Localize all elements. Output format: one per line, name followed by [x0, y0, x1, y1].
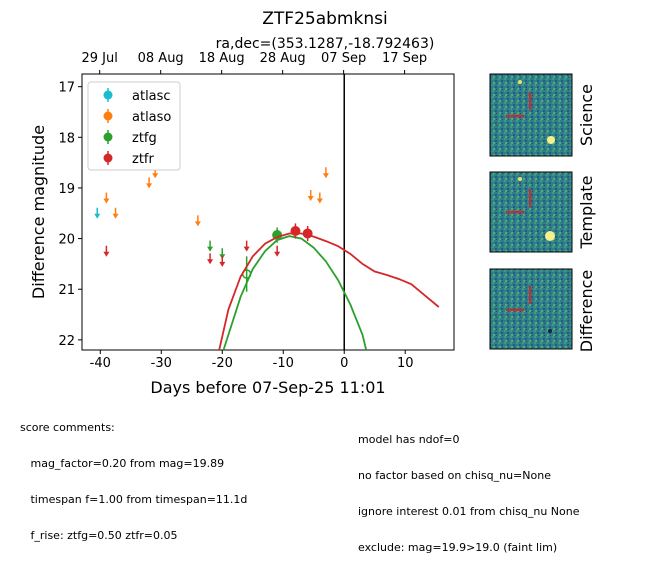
comment-line: f_rise: ztfg=0.50 ztfr=0.05: [20, 529, 178, 542]
top-tick-label: 18 Aug: [199, 51, 245, 66]
x-tick-label: 0: [340, 356, 348, 371]
template-stamp: [489, 171, 573, 253]
x-tick-label: -40: [90, 356, 111, 371]
stamp-label-template: Template: [577, 175, 596, 249]
stamps: Science Template Difference: [489, 73, 596, 352]
legend-marker: [103, 90, 113, 100]
x-axis-label: Days before 07-Sep-25 11:01: [150, 378, 385, 397]
detection-point: [302, 228, 313, 239]
legend-label: atlaso: [132, 110, 171, 125]
upper-limit-arrow: [194, 221, 201, 227]
y-tick-label: 19: [58, 182, 75, 197]
science-stamp: [489, 73, 573, 157]
upper-limit-arrow: [322, 173, 329, 179]
upper-limit-arrow: [103, 198, 110, 204]
upper-limit-arrow: [219, 261, 226, 267]
upper-limit-arrow: [207, 259, 214, 265]
y-tick-label: 20: [58, 233, 75, 248]
y-tick-label: 22: [58, 334, 75, 349]
x-tick-label: -20: [212, 356, 233, 371]
legend-box: [87, 81, 181, 171]
detection-point: [290, 225, 301, 236]
comment-line: mag_factor=0.20 from mag=19.89: [20, 457, 225, 470]
x-tick-label: -30: [151, 356, 172, 371]
upper-limit-arrow: [94, 213, 101, 219]
difference-stamp: [489, 268, 573, 350]
stamp-label-science: Science: [577, 84, 596, 146]
x-tick-label: 10: [397, 356, 414, 371]
comment-line: ignore interest 0.01 from chisq_nu None: [358, 505, 580, 518]
plot-area: [81, 73, 455, 351]
upper-limit-arrow: [207, 246, 214, 252]
chart-title: ZTF25abmknsi: [262, 9, 387, 29]
upper-limit-arrow: [316, 198, 323, 204]
x-tick-label: -10: [273, 356, 294, 371]
y-tick-label: 18: [58, 131, 75, 146]
model-comments: model has ndof=0 no factor based on chis…: [358, 410, 580, 566]
legend-label: ztfg: [132, 131, 157, 146]
y-tick-label: 21: [58, 283, 75, 298]
score-comments: score comments: mag_factor=0.20 from mag…: [20, 398, 247, 554]
upper-limit-arrow: [112, 213, 119, 219]
top-tick-label: 29 Jul: [82, 51, 118, 66]
upper-limit-arrow: [103, 251, 110, 257]
legend-marker: [103, 132, 113, 142]
data-marks: [94, 74, 440, 350]
comment-line: no factor based on chisq_nu=None: [358, 469, 551, 482]
top-tick-label: 28 Aug: [260, 51, 306, 66]
comment-line: model has ndof=0: [358, 433, 460, 446]
plot-frame: [81, 73, 455, 351]
legend-marker: [103, 153, 113, 163]
upper-limit-arrow: [152, 173, 159, 179]
chart-subtitle: ra,dec=(353.1287,-18.792463): [216, 36, 435, 52]
legend-label: ztfr: [132, 152, 154, 167]
upper-limit-arrow: [146, 183, 153, 189]
legend-marker: [103, 111, 113, 121]
upper-limit-arrow: [274, 251, 281, 257]
legend-label: atlasc: [132, 89, 171, 104]
top-tick-label: 07 Sep: [321, 51, 366, 66]
model-curve: [218, 232, 440, 350]
figure: ZTF25abmknsi ra,dec=(353.1287,-18.792463…: [29, 9, 596, 397]
comment-line: timespan f=1.00 from timespan=11.1d: [20, 493, 248, 506]
y-tick-label: 17: [58, 81, 75, 96]
comment-line: exclude: mag=19.9>19.0 (faint lim): [358, 541, 558, 554]
top-tick-label: 08 Aug: [138, 51, 184, 66]
model-curve: [222, 235, 368, 350]
y-axis-label: Difference magnitude: [29, 125, 48, 299]
upper-limit-arrow: [307, 196, 314, 202]
legend: atlasc atlaso ztfg ztfr: [87, 81, 181, 171]
top-tick-label: 17 Sep: [382, 51, 427, 66]
upper-limit-arrow: [243, 246, 250, 252]
stamp-label-difference: Difference: [577, 270, 596, 352]
comment-line: score comments:: [20, 421, 115, 434]
